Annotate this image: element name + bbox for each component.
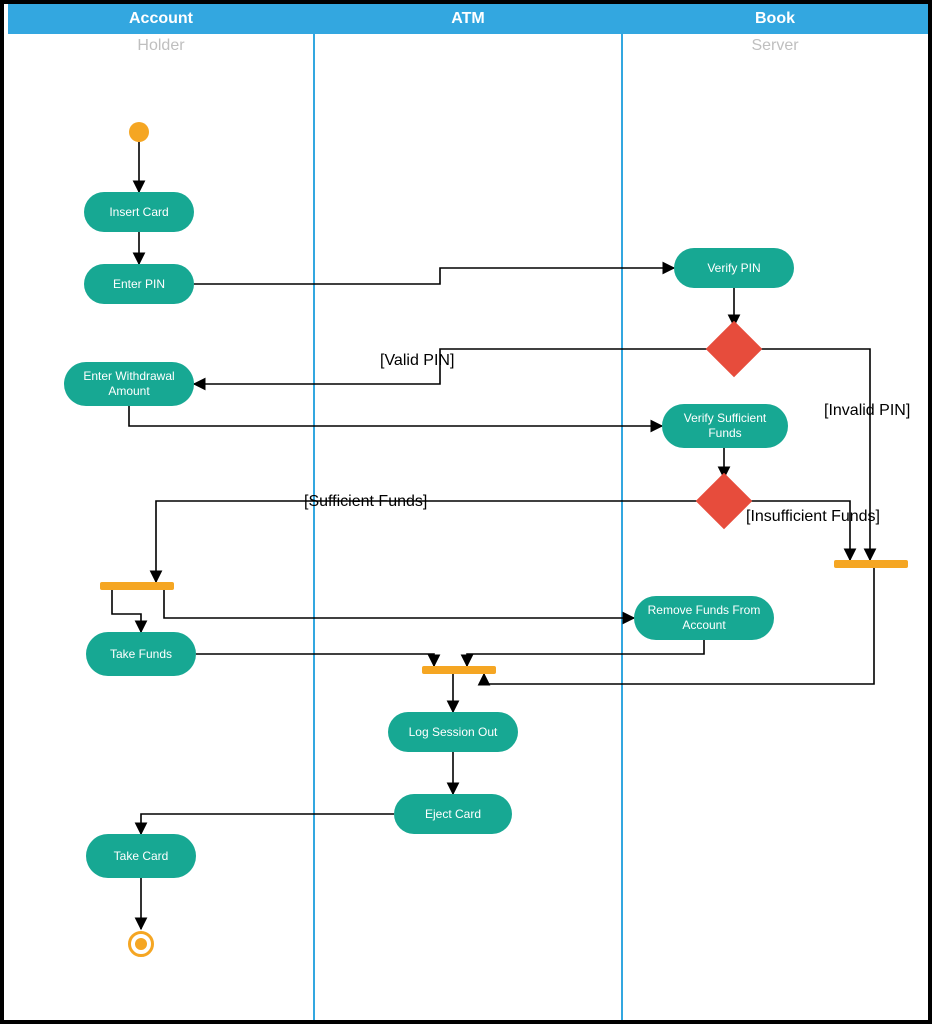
edge-13: [467, 640, 704, 666]
activity-log_out: Log Session Out: [388, 712, 518, 752]
sync-bar-bar_mid: [422, 666, 496, 674]
edge-label-invalid_pin: [Invalid PIN]: [824, 402, 910, 420]
edge-10: [112, 590, 141, 632]
activity-take_funds: Take Funds: [86, 632, 196, 676]
activity-enter_pin: Enter PIN: [84, 264, 194, 304]
sync-bar-bar_right: [834, 560, 908, 568]
sync-bar-bar_left: [100, 582, 174, 590]
final-node-inner: [135, 938, 147, 950]
edge-8: [156, 501, 701, 582]
initial-node: [129, 122, 149, 142]
activity-eject_card: Eject Card: [394, 794, 512, 834]
edge-17: [141, 814, 394, 834]
edge-12: [196, 654, 434, 666]
activity-take_card: Take Card: [86, 834, 196, 878]
edge-2: [194, 268, 674, 284]
edge-label-insufficient: [Insufficient Funds]: [746, 508, 880, 526]
activity-insert_card: Insert Card: [84, 192, 194, 232]
activity-verify_pin: Verify PIN: [674, 248, 794, 288]
activity-diagram-frame: AccountHolderATMBookServerInsert CardEnt…: [0, 0, 932, 1024]
edge-label-valid_pin: [Valid PIN]: [380, 352, 454, 370]
activity-verify_funds: Verify SufficientFunds: [662, 404, 788, 448]
edge-11: [164, 590, 634, 618]
edge-5: [758, 349, 870, 560]
final-node: [128, 931, 154, 957]
edge-6: [129, 406, 662, 426]
activity-remove_funds: Remove Funds FromAccount: [634, 596, 774, 640]
edge-label-sufficient: [Sufficient Funds]: [304, 493, 427, 511]
activity-enter_withdrawal: Enter WithdrawalAmount: [64, 362, 194, 406]
